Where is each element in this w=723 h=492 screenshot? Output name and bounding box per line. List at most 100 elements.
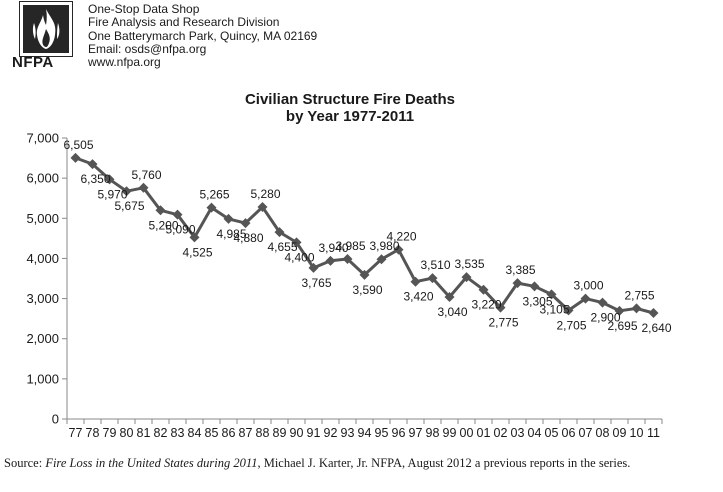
x-tick-label: 91	[307, 426, 321, 440]
x-tick-label: 93	[341, 426, 355, 440]
data-label: 2,755	[624, 288, 654, 302]
data-label: 5,970	[97, 187, 127, 201]
data-label: 3,040	[437, 305, 467, 319]
data-label: 4,400	[284, 250, 314, 264]
source-suffix: , Michael J. Karter, Jr. NFPA, August 20…	[257, 456, 631, 470]
data-label: 5,675	[114, 199, 144, 213]
x-tick-label: 90	[290, 426, 304, 440]
data-label: 3,305	[522, 294, 552, 308]
logo-emblem	[20, 2, 72, 56]
data-point-marker	[614, 305, 625, 316]
data-point-marker	[291, 237, 302, 248]
x-tick-label: 02	[494, 426, 508, 440]
data-point-marker	[189, 232, 200, 243]
x-tick-label: 78	[86, 426, 100, 440]
data-point-marker	[376, 254, 387, 265]
data-label: 4,985	[216, 227, 246, 241]
data-label: 3,985	[335, 239, 365, 253]
data-label: 4,880	[233, 231, 263, 245]
data-point-marker	[223, 213, 234, 224]
source-title: Fire Loss in the United States during 20…	[45, 456, 258, 470]
org-line-shop: One-Stop Data Shop	[88, 2, 200, 16]
data-label: 3,105	[539, 302, 569, 316]
data-point-marker	[87, 159, 98, 170]
chart-title-line2: by Year 1977-2011	[285, 108, 415, 125]
x-tick-label: 94	[358, 426, 372, 440]
data-point-marker	[631, 303, 642, 314]
x-tick-label: 89	[273, 426, 287, 440]
data-label: 2,775	[488, 316, 518, 330]
data-label: 3,000	[573, 279, 603, 293]
data-point-marker	[444, 291, 455, 302]
data-label: 3,765	[301, 276, 331, 290]
x-tick-label: 97	[409, 426, 423, 440]
data-label: 3,420	[403, 290, 433, 304]
data-label: 2,705	[556, 318, 586, 332]
x-tick-label: 84	[188, 426, 202, 440]
y-tick-label: 4,000	[26, 251, 59, 266]
x-tick-label: 10	[630, 426, 644, 440]
x-tick-label: 95	[375, 426, 389, 440]
data-point-marker	[580, 293, 591, 304]
data-label: 3,940	[318, 241, 348, 255]
x-tick-label: 92	[324, 426, 338, 440]
x-tick-label: 81	[137, 426, 151, 440]
data-point-marker	[597, 297, 608, 308]
data-label: 6,505	[63, 138, 93, 152]
logo-text: NFPA	[12, 54, 54, 71]
y-tick-label: 5,000	[26, 211, 59, 226]
data-label: 2,640	[641, 321, 671, 335]
x-tick-label: 96	[392, 426, 406, 440]
data-point-marker	[359, 269, 370, 280]
x-tick-label: 98	[426, 426, 440, 440]
data-label: 3,590	[352, 283, 382, 297]
data-label: 3,510	[420, 258, 450, 272]
x-tick-label: 80	[120, 426, 134, 440]
data-label: 4,220	[386, 230, 416, 244]
org-line-division: Fire Analysis and Research Division	[88, 15, 280, 30]
data-label: 5,760	[131, 168, 161, 182]
data-point-marker	[138, 182, 149, 193]
chart-title-line1: Civilian Structure Fire Deaths	[244, 91, 456, 108]
data-label: 5,280	[250, 187, 280, 201]
org-line-email: Email: osds@nfpa.org	[88, 41, 207, 56]
data-label: 5,265	[199, 188, 229, 202]
org-line-address: One Batterymarch Park, Quincy, MA 02169	[88, 28, 318, 43]
source-prefix: Source:	[4, 456, 46, 470]
x-tick-label: 83	[171, 426, 185, 440]
x-tick-label: 77	[69, 426, 83, 440]
x-tick-label: 00	[460, 426, 474, 440]
data-label: 4,655	[267, 240, 297, 254]
data-point-marker	[342, 254, 353, 265]
data-label: 2,900	[590, 311, 620, 325]
data-point-marker	[427, 273, 438, 284]
source-note: Source: Fire Loss in the United States d…	[4, 456, 720, 471]
data-point-marker	[546, 289, 557, 300]
data-label: 3,535	[454, 257, 484, 271]
data-label: 5,090	[165, 223, 195, 237]
x-tick-label: 04	[528, 426, 542, 440]
data-point-marker	[104, 174, 115, 185]
data-label: 3,385	[505, 263, 535, 277]
x-tick-label: 87	[239, 426, 253, 440]
data-point-marker	[648, 308, 659, 319]
y-tick-label: 6,000	[26, 171, 59, 186]
y-tick-label: 2,000	[26, 331, 59, 346]
data-point-marker	[308, 262, 319, 273]
data-point-marker	[495, 302, 506, 313]
x-tick-label: 09	[613, 426, 627, 440]
data-point-marker	[393, 244, 404, 255]
x-tick-label: 06	[562, 426, 576, 440]
x-tick-label: 05	[545, 426, 559, 440]
x-tick-label: 86	[222, 426, 236, 440]
x-tick-label: 08	[596, 426, 610, 440]
data-point-marker	[121, 186, 132, 197]
data-point-marker	[478, 284, 489, 295]
y-tick-label: 0	[52, 412, 59, 427]
data-point-marker	[155, 205, 166, 216]
data-point-marker	[274, 227, 285, 238]
org-line-website: www.nfpa.org	[88, 55, 161, 70]
data-point-marker	[461, 272, 472, 283]
data-point-marker	[563, 305, 574, 316]
